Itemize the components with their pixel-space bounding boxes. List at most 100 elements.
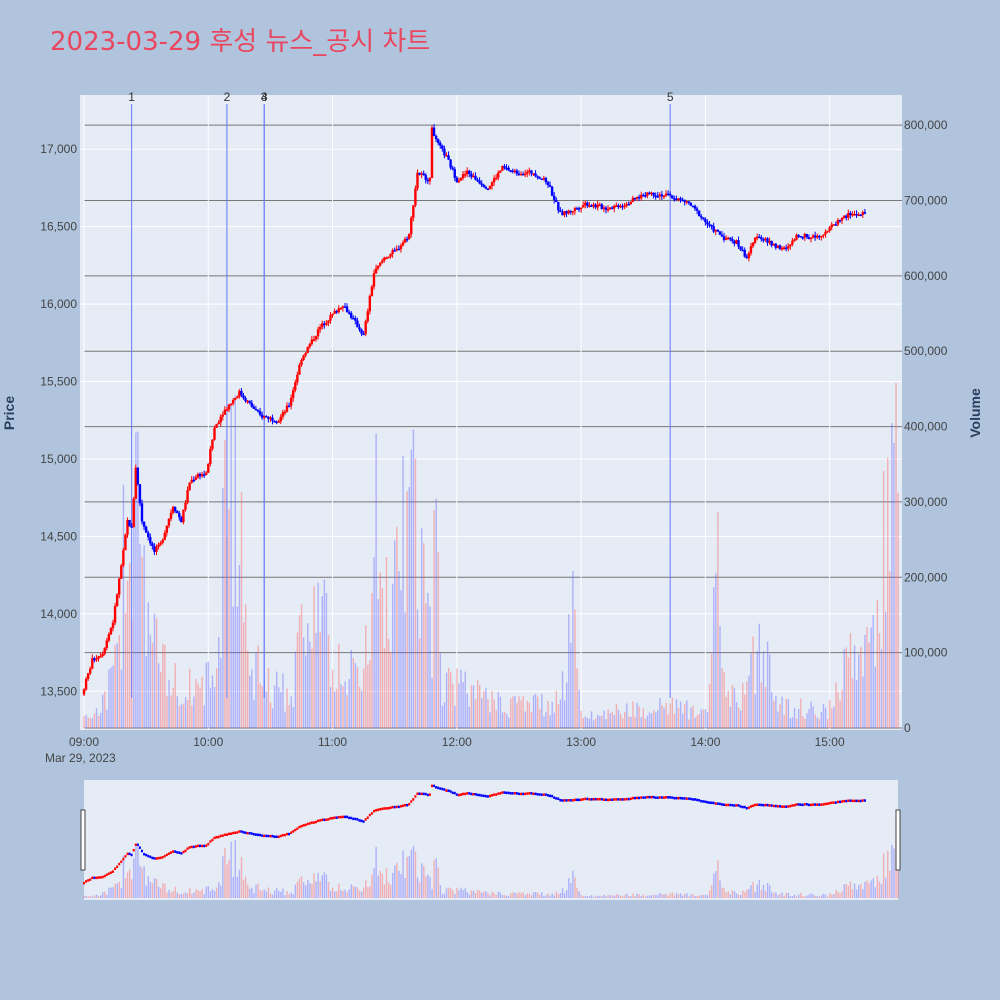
range-slider-left-handle[interactable] xyxy=(80,809,86,871)
candle-body xyxy=(256,410,260,412)
mini-volume-bar xyxy=(153,878,156,898)
mini-volume-bar xyxy=(182,893,185,898)
mini-candle xyxy=(828,801,831,805)
mini-volume-bar xyxy=(532,892,535,898)
volume-bar xyxy=(352,658,355,728)
candle-body xyxy=(339,307,343,310)
news-marker-label: 3 xyxy=(261,90,268,104)
mini-candle xyxy=(480,794,483,797)
mini-volume-bar xyxy=(686,893,688,898)
price-axis-ticks: 13,50014,00014,50015,00015,50016,00016,5… xyxy=(40,142,77,698)
range-slider[interactable] xyxy=(84,780,898,900)
mini-volume-bar xyxy=(862,889,864,898)
mini-volume-bar xyxy=(742,890,744,898)
volume-bar xyxy=(719,625,721,728)
mini-candle xyxy=(441,787,444,791)
volume-bar xyxy=(655,712,657,728)
volume-bar xyxy=(278,687,280,728)
mini-volume-bar xyxy=(516,893,518,898)
mini-candle xyxy=(426,793,429,797)
candle-body xyxy=(428,178,432,182)
mini-volume-bar xyxy=(336,891,338,898)
volume-bar xyxy=(526,700,529,728)
mini-candle xyxy=(466,792,469,795)
mini-candle xyxy=(184,849,187,853)
mini-candle xyxy=(130,853,133,857)
mini-candle xyxy=(261,834,264,837)
mini-volume-bar xyxy=(694,896,696,898)
mini-volume-bar xyxy=(661,894,663,898)
volume-bar xyxy=(344,681,346,728)
mini-volume-bar xyxy=(87,896,89,898)
volume-bar xyxy=(820,711,823,728)
mini-candle xyxy=(246,831,249,835)
mini-volume-bar xyxy=(787,892,790,898)
mini-volume-bar xyxy=(157,886,160,898)
mini-volume-bar xyxy=(820,895,823,898)
mini-candle xyxy=(275,835,278,839)
volume-bar xyxy=(242,622,245,728)
volume-bar xyxy=(162,643,164,728)
mini-candle xyxy=(364,818,367,821)
mini-volume-bar xyxy=(251,887,253,898)
mini-candle xyxy=(87,879,90,882)
candle-body xyxy=(668,193,672,196)
mini-candle xyxy=(534,792,537,796)
volume-bar xyxy=(578,689,580,728)
mini-candle xyxy=(623,798,626,801)
volume-bar xyxy=(402,456,404,728)
mini-candle xyxy=(375,809,378,812)
volume-bar xyxy=(476,680,479,728)
mini-candle xyxy=(420,792,423,796)
mini-volume-bar xyxy=(218,882,220,898)
mini-volume-bar xyxy=(592,896,595,898)
mini-candle xyxy=(449,790,452,793)
mini-volume-bar xyxy=(305,885,307,898)
mini-volume-bar xyxy=(609,895,611,898)
mini-candle xyxy=(712,801,715,805)
mini-volume-bar xyxy=(456,887,458,898)
mini-candle xyxy=(783,805,786,808)
volume-bar xyxy=(311,648,313,728)
candle-body xyxy=(331,313,334,316)
price-tick-label: 13,500 xyxy=(40,684,77,698)
volume-bar xyxy=(151,642,154,728)
mini-volume-bar xyxy=(737,894,740,898)
mini-volume-bar xyxy=(599,895,601,898)
mini-volume-bar xyxy=(634,896,636,898)
volume-bar xyxy=(597,714,599,728)
mini-volume-bar xyxy=(164,883,166,898)
volume-bar xyxy=(710,653,713,728)
mini-candle xyxy=(764,803,767,807)
candle-body xyxy=(173,506,177,512)
mini-volume-bar xyxy=(659,892,661,898)
candle-body xyxy=(573,208,577,212)
range-slider-right-handle[interactable] xyxy=(895,809,901,871)
main-plot-area[interactable] xyxy=(80,95,902,730)
volume-axis-ticks: 0100,000200,000300,000400,000500,000600,… xyxy=(904,118,948,735)
mini-volume-bar xyxy=(423,865,425,898)
mini-candle xyxy=(793,804,796,807)
mini-candle xyxy=(675,796,678,800)
volume-bar xyxy=(273,685,276,728)
mini-candle xyxy=(157,856,160,860)
mini-volume-bar xyxy=(708,890,711,898)
volume-bar xyxy=(580,711,582,728)
candle-body xyxy=(617,205,620,208)
mini-volume-bar xyxy=(570,883,572,898)
volume-bar xyxy=(292,707,294,728)
mini-candle xyxy=(592,797,595,801)
volume-bar xyxy=(694,717,696,728)
mini-volume-bar xyxy=(594,896,597,898)
mini-candle xyxy=(671,796,674,799)
mini-candle xyxy=(319,819,322,822)
candle-body xyxy=(370,286,374,296)
candle-body xyxy=(395,248,398,251)
mini-volume-bar xyxy=(561,888,564,898)
mini-volume-bar xyxy=(454,894,456,898)
candle-body xyxy=(726,237,730,240)
range-slider-preview xyxy=(83,784,899,898)
mini-candle xyxy=(271,834,274,838)
price-tick-label: 15,000 xyxy=(40,452,77,466)
mini-candle xyxy=(151,856,154,860)
